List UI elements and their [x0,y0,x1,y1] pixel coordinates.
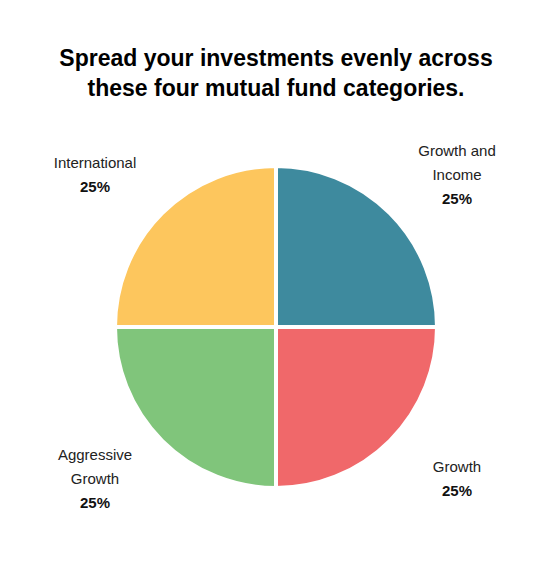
slice-label: Aggressive Growth [58,446,132,487]
pie [115,166,437,488]
value-label: 25% [442,190,472,207]
value-label: 25% [80,494,110,511]
text-line: Growth [433,458,481,475]
slice-label: Growth and Income [418,142,496,183]
slice [115,327,276,488]
text-line: Spread your investments evenly across [59,45,492,71]
text-line: International [54,154,137,171]
slice [115,166,276,327]
value-label: 25% [80,178,110,195]
text-line: Growth and [418,142,496,159]
text-line: Aggressive [58,446,132,463]
slice-label: Growth [433,458,481,475]
slice [276,166,437,327]
text-line: Income [432,166,481,183]
chart: Spread your investments evenly across the… [0,0,552,561]
title: Spread your investments evenly across the… [59,45,492,101]
slice-label: International [54,154,137,171]
text-line: Growth [71,470,119,487]
slice [276,327,437,488]
value-label: 25% [442,482,472,499]
text-line: these four mutual fund categories. [88,75,465,101]
